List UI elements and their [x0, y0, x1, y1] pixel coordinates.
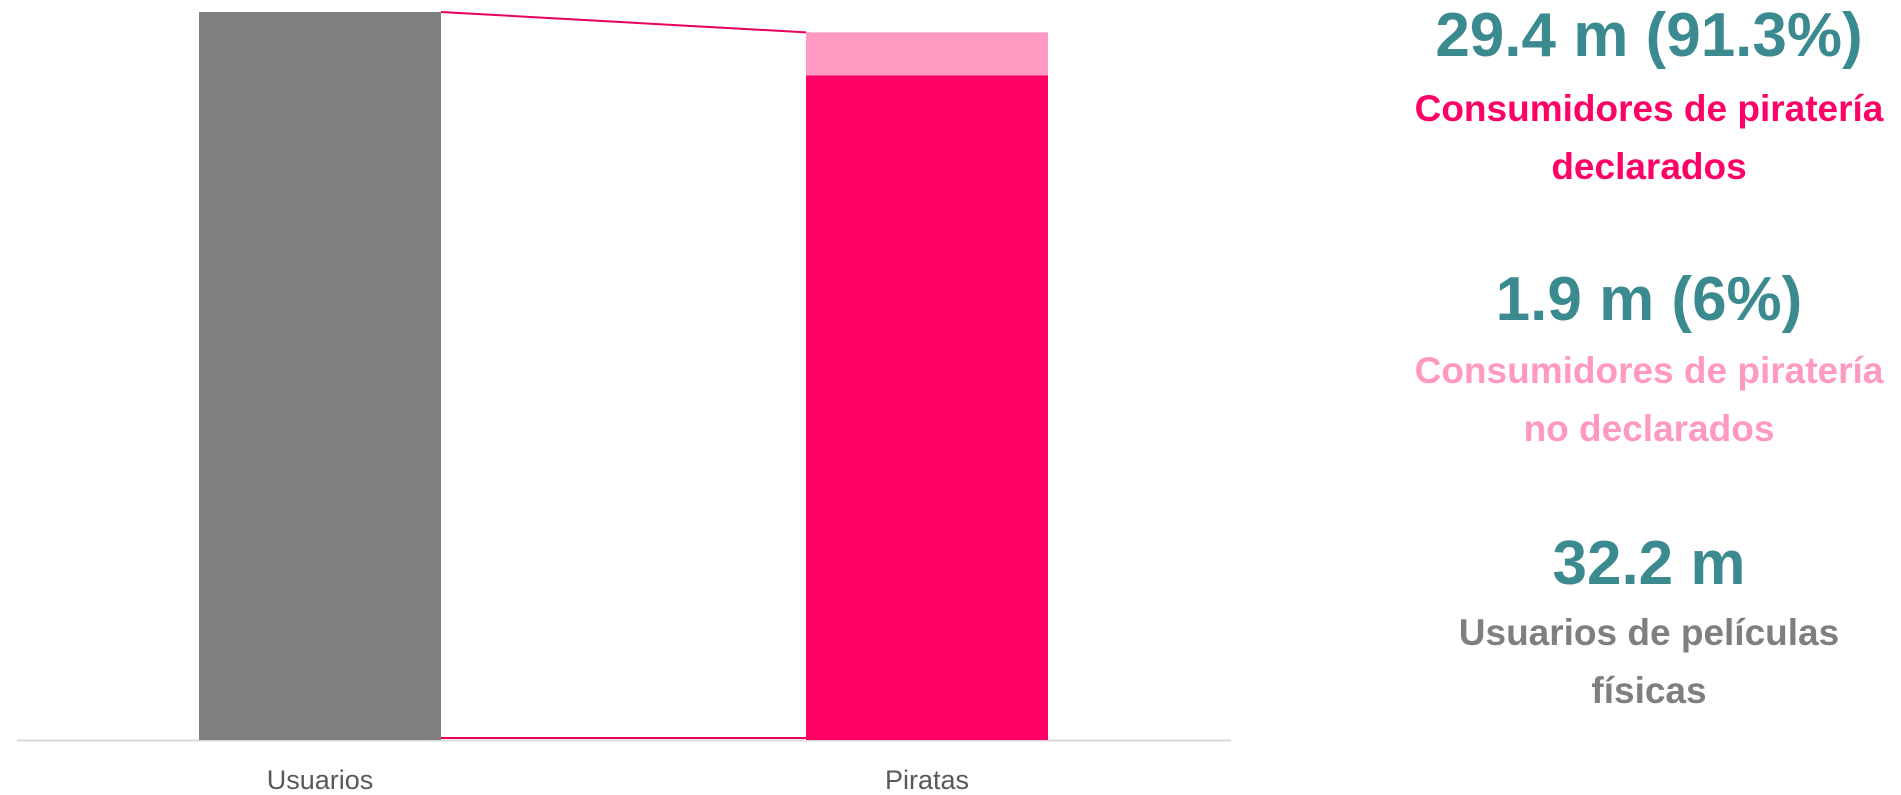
value-label: 29.4 m (91.3%) — [1435, 1, 1863, 70]
bar-segment — [806, 32, 1048, 76]
bar-segment — [199, 12, 441, 740]
connector — [440, 11, 807, 34]
legend-entry: Consumidores de piratería no declarados — [1414, 350, 1884, 449]
legend-entry: Usuarios de películas físicas — [1458, 612, 1840, 711]
legend-entry: Consumidores de piratería declarados — [1414, 88, 1884, 187]
x-tick-label: Usuarios — [267, 765, 374, 795]
value-label: 1.9 m (6%) — [1495, 265, 1803, 334]
x-tick-label: Piratas — [885, 765, 969, 795]
bar-segment — [806, 75, 1048, 741]
value-label: 32.2 m — [1552, 529, 1746, 598]
chart: Usuarios Piratas — [17, 11, 1231, 795]
